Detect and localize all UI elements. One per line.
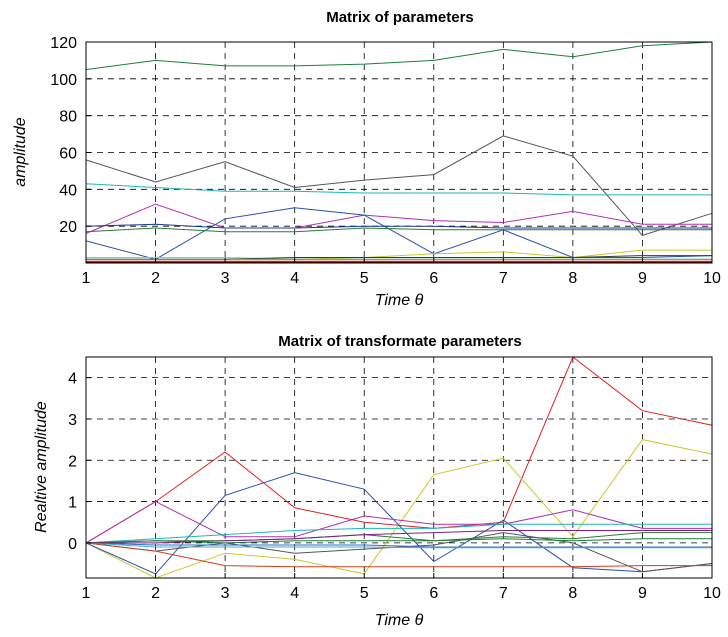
series-line-3 <box>85 183 712 196</box>
y-tick-label: 1 <box>68 495 77 512</box>
y-tick-label: 40 <box>59 182 77 199</box>
series-line-4 <box>85 203 712 234</box>
x-tick-label: 1 <box>82 270 91 287</box>
chart-matrix-of-transformate-parameters: Matrix of transformate parameters 1 2 3 4 5 6… <box>33 333 721 629</box>
x-tick-label: 4 <box>290 270 299 287</box>
x-tick-label: 10 <box>703 585 721 602</box>
chart-title: Matrix of parameters <box>326 9 474 26</box>
x-ticks: 1 2 3 4 5 6 7 8 9 10 <box>82 573 721 602</box>
chart-title: Matrix of transformate parameters <box>278 333 521 350</box>
x-tick-label: 6 <box>429 585 438 602</box>
x-tick-label: 9 <box>638 585 647 602</box>
series-line-8 <box>86 249 712 260</box>
y-tick-label: 20 <box>59 219 77 236</box>
grid <box>86 357 712 578</box>
series-line-3 <box>85 472 713 575</box>
series-line-4 <box>85 501 712 544</box>
x-tick-label: 9 <box>638 270 647 287</box>
series-line-2 <box>85 135 713 236</box>
y-tick-label: 4 <box>68 371 77 388</box>
x-tick-label: 7 <box>499 585 508 602</box>
x-tick-label: 8 <box>568 585 577 602</box>
x-tick-label: 1 <box>82 585 91 602</box>
y-axis-label: amplitude <box>12 117 29 186</box>
series-line-2 <box>85 439 713 579</box>
plot-frame <box>85 356 713 579</box>
x-tick-label: 5 <box>360 585 369 602</box>
grid <box>86 42 712 263</box>
x-tick-label: 10 <box>703 270 721 287</box>
series-line-8 <box>85 542 712 568</box>
x-tick-label: 4 <box>290 585 299 602</box>
y-ticks: 0 1 2 3 4 <box>68 371 91 553</box>
series-group <box>85 356 713 579</box>
y-tick-label: 2 <box>68 453 77 470</box>
x-ticks: 1 2 3 4 5 6 7 8 9 10 <box>82 258 721 287</box>
series-line-11 <box>85 542 712 549</box>
series-line-10 <box>85 542 712 548</box>
x-tick-label: 8 <box>568 270 577 287</box>
x-tick-label: 3 <box>221 270 230 287</box>
series-line-5 <box>85 207 713 260</box>
y-tick-label: 3 <box>68 412 77 429</box>
y-tick-label: 120 <box>50 35 77 52</box>
x-axis-label: Time θ <box>375 612 424 629</box>
x-tick-label: 2 <box>151 270 160 287</box>
x-tick-label: 5 <box>360 270 369 287</box>
y-tick-label: 60 <box>59 146 77 163</box>
y-ticks: 20 40 60 80 100 120 <box>50 35 91 236</box>
series-line-5 <box>85 523 712 544</box>
x-axis-label: Time θ <box>375 292 424 309</box>
series-line-1 <box>85 41 713 71</box>
series-group <box>85 41 713 263</box>
y-tick-label: 0 <box>68 536 77 553</box>
y-tick-label: 80 <box>59 109 77 126</box>
x-tick-label: 6 <box>429 270 438 287</box>
x-tick-label: 3 <box>221 585 230 602</box>
x-tick-label: 2 <box>151 585 160 602</box>
series-line-12 <box>86 530 712 544</box>
y-tick-label: 100 <box>50 72 77 89</box>
series-line-6 <box>85 223 712 229</box>
y-axis-label: Realtive amplitude <box>33 401 50 533</box>
series-line-7 <box>85 227 712 233</box>
series-line-9 <box>85 532 712 544</box>
x-tick-label: 7 <box>499 270 508 287</box>
chart-matrix-of-parameters: Matrix of parameters 1 2 3 4 5 6 7 8 9 10 20 40 60 8… <box>12 9 721 309</box>
